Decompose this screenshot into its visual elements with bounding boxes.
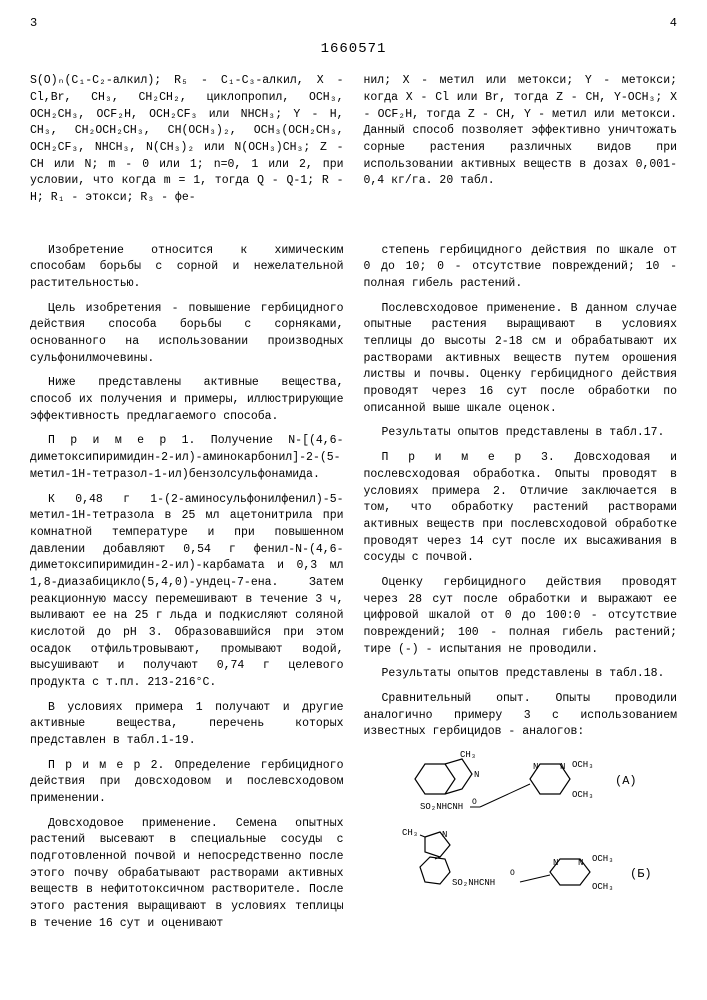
abstract-left-col: S(O)ₙ(C₁-C₂-алкил); R₅ - C₁-C₃-алкил, X … [30,73,344,214]
body-para: Оценку гербицидного действия проводят че… [364,575,678,658]
chem-text: OCH₃ [592,854,614,864]
page-header-row: 3 4 [30,15,677,32]
body-para: Сравнительный опыт. Опыты проводили анал… [364,691,678,741]
abstract-columns: S(O)ₙ(C₁-C₂-алкил); R₅ - C₁-C₃-алкил, X … [30,73,677,214]
chem-text: N [553,858,558,868]
body-para: Изобретение относится к химическим спосо… [30,243,344,293]
chem-text: N [533,762,538,772]
chemical-structure-a: CH₃ N SO₂NHCNH O N N OCH₃ OCH₃ (A) [364,749,678,819]
body-para: Результаты опытов представлены в табл.17… [364,425,678,442]
page-container: 3 4 1660571 S(O)ₙ(C₁-C₂-алкил); R₅ - C₁-… [0,0,707,960]
body-para: Послевсходовое применение. В данном случ… [364,301,678,418]
body-para: Цель изобретения - повышение гербицидног… [30,301,344,368]
chem-text: SO₂NHCNH [452,878,495,888]
page-num-left: 3 [30,15,37,32]
chem-text: SO₂NHCNH [420,802,463,812]
body-columns: Изобретение относится к химическим спосо… [30,243,677,941]
chem-text: N [474,770,479,780]
body-para: К 0,48 г 1-(2-аминосульфонилфенил)-5-мет… [30,492,344,692]
section-divider [30,215,677,243]
body-para: В условиях примера 1 получают и другие а… [30,700,344,750]
chem-text: N [442,830,447,840]
chemical-structure-b: CH₃ N SO₂NHCNH O N N OCH₃ OCH₃ ( [364,827,678,907]
body-para: П р и м е р 1. Получение N-[(4,6-диметок… [30,433,344,483]
body-para: Результаты опытов представлены в табл.18… [364,666,678,683]
chem-text: N [560,762,565,772]
page-num-right: 4 [670,15,677,32]
body-para: Ниже представлены активные вещества, спо… [30,375,344,425]
body-para: степень гербицидного действия по шкале о… [364,243,678,293]
abstract-right-text: нил; X - метил или метокси; Y - метокси;… [364,73,678,190]
chem-text: O [472,798,477,807]
body-left-col: Изобретение относится к химическим спосо… [30,243,344,941]
chem-svg-b: CH₃ N SO₂NHCNH O N N OCH₃ OCH₃ ( [390,827,650,907]
chem-text: CH₃ [402,828,418,838]
chem-text: N [578,858,583,868]
document-number: 1660571 [30,40,677,60]
chem-label-b: (Б) [630,867,650,881]
chem-text: OCH₃ [592,882,614,892]
chem-text: OCH₃ [572,760,594,770]
body-para: Довсходовое применение. Семена опытных р… [30,816,344,933]
body-para: П р и м е р 3. Довсходовая и послевсходо… [364,450,678,567]
abstract-left-text: S(O)ₙ(C₁-C₂-алкил); R₅ - C₁-C₃-алкил, X … [30,73,344,206]
chem-text: CH₃ [460,750,476,760]
abstract-right-col: нил; X - метил или метокси; Y - метокси;… [364,73,678,214]
chem-svg-a: CH₃ N SO₂NHCNH O N N OCH₃ OCH₃ (A) [400,749,640,819]
chem-text: OCH₃ [572,790,594,800]
chem-text: O [510,869,515,878]
body-right-col: степень гербицидного действия по шкале о… [364,243,678,941]
chem-label-a: (A) [615,774,637,788]
body-para: П р и м е р 2. Определение гербицидного … [30,758,344,808]
